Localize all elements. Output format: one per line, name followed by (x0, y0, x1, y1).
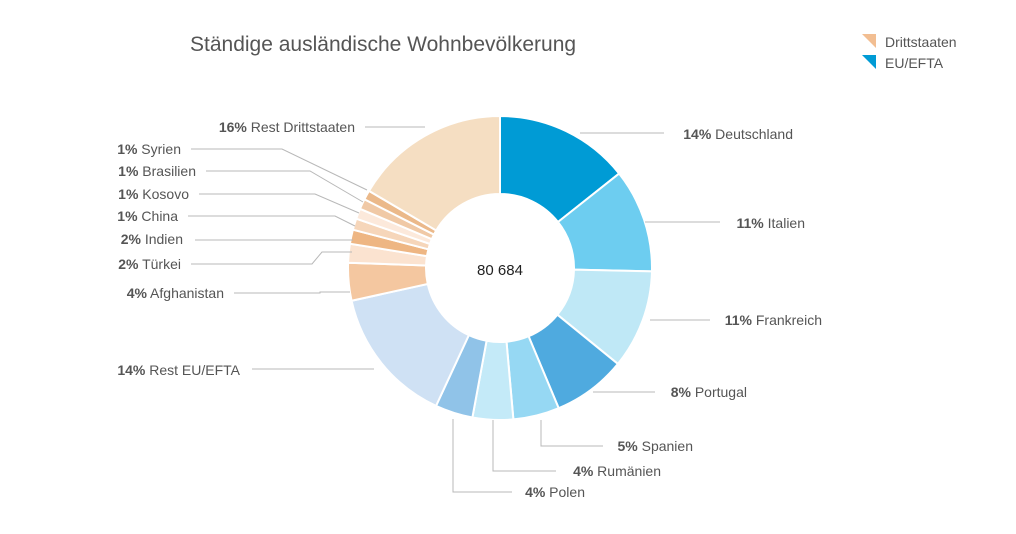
slice-label-pct-t-rkei: 2% (118, 256, 139, 272)
leader-line-brasilien (206, 170, 364, 203)
slice-label-pct-afghanistan: 4% (127, 285, 148, 301)
leader-line-kosovo (199, 193, 360, 214)
slice-label-polen: 4% Polen (525, 484, 585, 500)
leader-line-polen (452, 419, 512, 493)
slice-label-rest-drittstaaten: 16% Rest Drittstaaten (219, 119, 355, 135)
slice-label-syrien: 1% Syrien (117, 141, 181, 157)
slice-label-name-deutschland: Deutschland (711, 126, 793, 142)
slice-label-pct-indien: 2% (121, 231, 142, 247)
chart-title: Ständige ausländische Wohnbevölkerung (190, 33, 576, 56)
slice-label-italien: 11% Italien (737, 215, 806, 231)
slice-label-pct-china: 1% (117, 208, 138, 224)
slice-label-pct-kosovo: 1% (118, 186, 139, 202)
slice-label-name-t-rkei: Türkei (138, 256, 181, 272)
slice-label-name-china: China (138, 208, 179, 224)
slice-label-pct-rest-drittstaaten: 16% (219, 119, 248, 135)
leader-line-rum-nien (492, 420, 556, 472)
slice-label-frankreich: 11% Frankreich (725, 312, 822, 328)
slice-label-name-italien: Italien (764, 215, 805, 231)
leader-line-afghanistan (234, 291, 350, 294)
slice-label-name-spanien: Spanien (638, 438, 693, 454)
slice-label-brasilien: 1% Brasilien (118, 163, 196, 179)
slice-label-name-afghanistan: Afghanistan (147, 285, 224, 301)
slice-label-name-rum-nien: Rumänien (593, 463, 661, 479)
slice-label-pct-frankreich: 11% (725, 312, 753, 328)
slice-label-rest-eu-efta: 14% Rest EU/EFTA (117, 362, 240, 378)
slice-label-pct-spanien: 5% (617, 438, 638, 454)
slice-label-spanien: 5% Spanien (617, 438, 693, 454)
slice-rest-drittstaaten[interactable] (367, 114, 501, 232)
leader-line-syrien (191, 148, 368, 191)
slice-label-pct-portugal: 8% (671, 384, 692, 400)
legend-label-eu-efta: EU/EFTA (885, 55, 944, 71)
center-total: 80 684 (477, 262, 523, 279)
slice-label-deutschland: 14% Deutschland (683, 126, 793, 142)
slice-label-pct-brasilien: 1% (118, 163, 139, 179)
slice-label-name-syrien: Syrien (137, 141, 181, 157)
slice-label-pct-syrien: 1% (117, 141, 138, 157)
slice-label-name-portugal: Portugal (691, 384, 747, 400)
slice-label-pct-polen: 4% (525, 484, 546, 500)
slice-label-pct-italien: 11% (737, 215, 765, 231)
legend-item-eu-efta[interactable]: EU/EFTA (862, 55, 944, 71)
slice-label-pct-rest-eu-efta: 14% (117, 362, 146, 378)
slice-label-rum-nien: 4% Rumänien (573, 463, 661, 479)
slice-label-pct-rum-nien: 4% (573, 463, 594, 479)
slice-label-name-polen: Polen (545, 484, 585, 500)
leader-lines (188, 126, 720, 493)
slice-label-portugal: 8% Portugal (671, 384, 747, 400)
slice-label-name-indien: Indien (141, 231, 183, 247)
leader-line-t-rkei (191, 251, 352, 265)
slice-label-name-rest-drittstaaten: Rest Drittstaaten (247, 119, 355, 135)
slice-label-china: 1% China (117, 208, 178, 224)
legend: Drittstaaten EU/EFTA (862, 34, 957, 71)
leader-line-china (188, 215, 356, 227)
slice-label-afghanistan: 4% Afghanistan (127, 285, 224, 301)
slice-label-pct-deutschland: 14% (683, 126, 712, 142)
legend-swatch-drittstaaten (862, 34, 876, 48)
legend-label-drittstaaten: Drittstaaten (885, 34, 957, 50)
donut-slices (347, 114, 653, 421)
slice-label-kosovo: 1% Kosovo (118, 186, 189, 202)
leader-line-spanien (540, 420, 603, 447)
slice-label-name-frankreich: Frankreich (752, 312, 822, 328)
slice-label-name-brasilien: Brasilien (138, 163, 196, 179)
slice-label-name-rest-eu-efta: Rest EU/EFTA (145, 362, 240, 378)
slice-label-indien: 2% Indien (121, 231, 183, 247)
legend-swatch-eu-efta (862, 55, 876, 69)
legend-item-drittstaaten[interactable]: Drittstaaten (862, 34, 957, 50)
slice-label-t-rkei: 2% Türkei (118, 256, 181, 272)
slice-label-name-kosovo: Kosovo (138, 186, 189, 202)
